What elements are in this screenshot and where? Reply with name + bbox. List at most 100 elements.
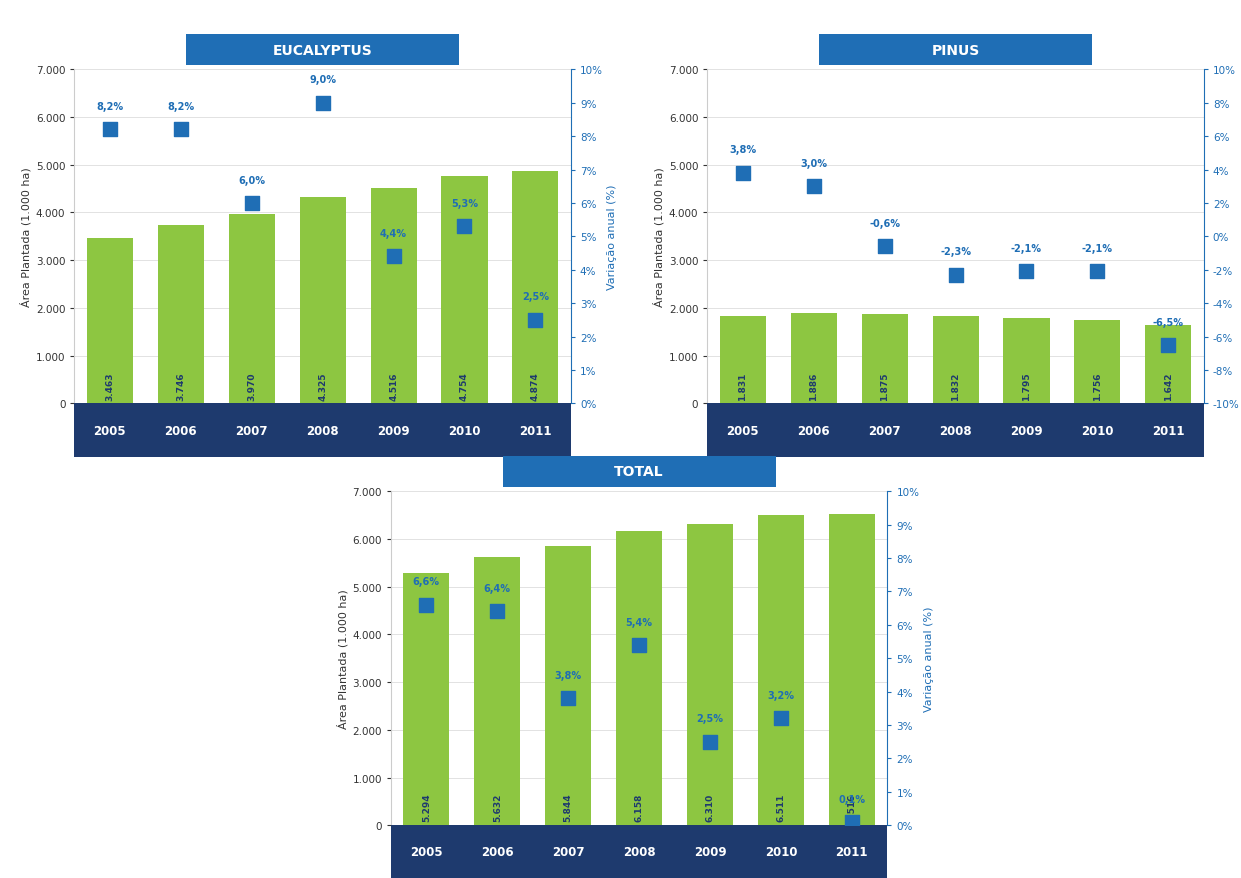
Text: 3,8%: 3,8% xyxy=(730,146,757,155)
Point xyxy=(171,123,191,137)
Text: 3.746: 3.746 xyxy=(176,371,185,400)
Bar xyxy=(720,317,766,404)
Bar xyxy=(861,314,907,404)
Bar xyxy=(758,515,804,825)
Text: 2010: 2010 xyxy=(1081,424,1113,437)
Bar xyxy=(829,515,875,825)
Text: -2,3%: -2,3% xyxy=(941,247,970,257)
Text: 1.832: 1.832 xyxy=(951,371,961,400)
Text: -2,1%: -2,1% xyxy=(1011,244,1042,254)
Bar xyxy=(545,547,591,825)
Text: 3,0%: 3,0% xyxy=(800,159,828,169)
Text: 2009: 2009 xyxy=(377,424,410,437)
Bar xyxy=(228,214,274,404)
Text: PINUS: PINUS xyxy=(932,44,979,57)
Text: 3,2%: 3,2% xyxy=(767,690,794,701)
Text: 2005: 2005 xyxy=(93,424,127,437)
Bar xyxy=(442,177,488,404)
Text: 2006: 2006 xyxy=(482,846,514,859)
Bar xyxy=(1145,326,1191,404)
Point xyxy=(733,167,753,181)
Text: 2005: 2005 xyxy=(726,424,759,437)
Text: 2010: 2010 xyxy=(448,424,480,437)
Text: 2006: 2006 xyxy=(798,424,830,437)
Point xyxy=(101,123,120,137)
Point xyxy=(771,711,791,725)
Text: 5,3%: 5,3% xyxy=(450,198,478,209)
Y-axis label: Variação anual (%): Variação anual (%) xyxy=(607,184,617,290)
Text: 6,6%: 6,6% xyxy=(413,577,439,587)
Text: 6.310: 6.310 xyxy=(706,794,715,822)
Text: 5,4%: 5,4% xyxy=(625,617,653,627)
Bar xyxy=(707,404,1204,457)
Text: 2007: 2007 xyxy=(869,424,901,437)
Y-axis label: Área Plantada (1.000 ha): Área Plantada (1.000 ha) xyxy=(653,168,665,306)
Text: 5.844: 5.844 xyxy=(563,793,572,822)
Text: 8,2%: 8,2% xyxy=(168,102,195,112)
Point xyxy=(313,97,333,111)
Point xyxy=(841,815,861,829)
Bar xyxy=(87,239,133,404)
Text: 3,8%: 3,8% xyxy=(555,670,582,680)
Point xyxy=(804,180,824,194)
Text: 2007: 2007 xyxy=(552,846,585,859)
Text: 2008: 2008 xyxy=(939,424,972,437)
Text: 6.516: 6.516 xyxy=(848,793,856,822)
Text: 2011: 2011 xyxy=(835,846,869,859)
Bar xyxy=(513,171,558,404)
Text: 5.632: 5.632 xyxy=(493,793,501,822)
Point xyxy=(1087,265,1107,279)
Text: 2011: 2011 xyxy=(519,424,552,437)
Point xyxy=(558,692,578,706)
Bar xyxy=(371,189,417,404)
Text: 4.754: 4.754 xyxy=(460,371,469,400)
Text: 2011: 2011 xyxy=(1152,424,1185,437)
Text: 3.970: 3.970 xyxy=(247,371,256,400)
Point xyxy=(875,240,895,254)
Point xyxy=(1016,265,1036,279)
Text: 1.756: 1.756 xyxy=(1093,371,1102,400)
Text: TOTAL: TOTAL xyxy=(614,465,664,479)
Point xyxy=(629,638,649,652)
Text: 3.463: 3.463 xyxy=(105,371,114,400)
Text: 6,4%: 6,4% xyxy=(484,584,511,594)
Bar xyxy=(1004,319,1050,404)
Text: 6.511: 6.511 xyxy=(777,793,786,822)
Text: -0,6%: -0,6% xyxy=(869,219,900,228)
Text: 8,2%: 8,2% xyxy=(97,102,124,112)
Text: 2006: 2006 xyxy=(165,424,197,437)
Bar xyxy=(688,524,733,825)
Text: 2005: 2005 xyxy=(410,846,443,859)
Point xyxy=(488,605,508,619)
Bar xyxy=(791,314,836,404)
Text: 1.875: 1.875 xyxy=(880,371,889,400)
Text: 6.158: 6.158 xyxy=(634,793,644,822)
Point xyxy=(700,735,720,749)
Text: 1.642: 1.642 xyxy=(1164,371,1173,400)
Text: 2,5%: 2,5% xyxy=(522,292,549,302)
Bar xyxy=(1075,320,1121,404)
Text: 4.516: 4.516 xyxy=(390,371,398,400)
Y-axis label: Área Plantada (1.000 ha): Área Plantada (1.000 ha) xyxy=(20,168,32,306)
Text: EUCALYPTUS: EUCALYPTUS xyxy=(273,44,372,57)
Text: -2,1%: -2,1% xyxy=(1082,244,1113,254)
Point xyxy=(242,197,262,211)
Bar xyxy=(391,825,887,878)
Bar xyxy=(299,198,346,404)
Text: 5.294: 5.294 xyxy=(422,793,431,822)
Bar xyxy=(932,317,979,404)
Text: -6,5%: -6,5% xyxy=(1153,317,1184,327)
Point xyxy=(525,313,545,327)
Text: 4,4%: 4,4% xyxy=(380,229,407,239)
Text: 4.874: 4.874 xyxy=(531,371,540,400)
Bar xyxy=(474,557,520,825)
Point xyxy=(454,220,474,234)
Bar xyxy=(616,532,663,825)
Bar xyxy=(74,404,571,457)
Text: 2,5%: 2,5% xyxy=(696,714,724,723)
Text: 9,0%: 9,0% xyxy=(309,76,336,85)
Text: 2008: 2008 xyxy=(307,424,339,437)
Text: 4.325: 4.325 xyxy=(318,371,328,400)
Point xyxy=(383,250,403,264)
Point xyxy=(1158,338,1178,352)
